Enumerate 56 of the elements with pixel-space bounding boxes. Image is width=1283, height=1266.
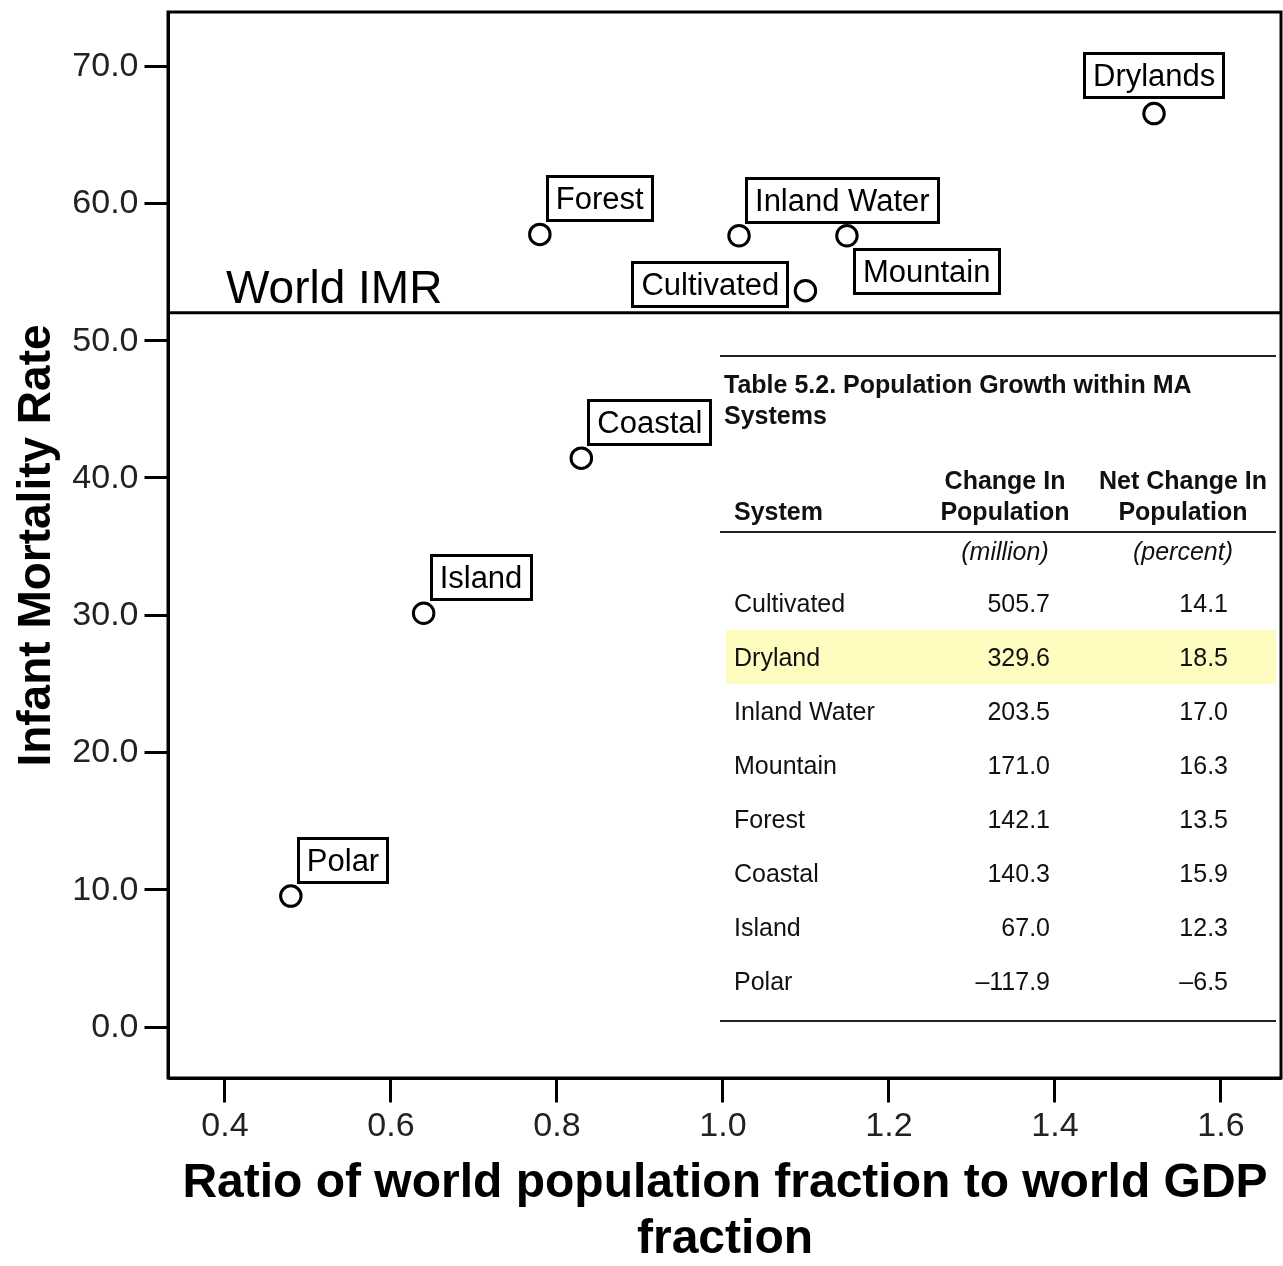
annotation: Drylands <box>1093 57 1216 93</box>
x-tick-label: 1.6 <box>1197 1104 1245 1143</box>
annotation: Polar <box>306 843 380 879</box>
text: Table 5.2. Population Growth within MA Systems <box>723 369 1192 431</box>
x-tick-label: 1.4 <box>1031 1104 1079 1143</box>
x-tick-label: 0.6 <box>367 1104 415 1143</box>
data-label: –6.5 <box>1178 965 1229 997</box>
ref-line-label: World IMR <box>226 260 443 313</box>
data-label: 171.0 <box>986 749 1051 781</box>
data-label: 12.3 <box>1178 911 1229 943</box>
data-label: 140.3 <box>986 857 1051 889</box>
data-label: 16.3 <box>1178 749 1229 781</box>
y-tick-label: 40.0 <box>72 456 139 495</box>
x-tick-label: 1.2 <box>865 1104 913 1143</box>
annotation: Coastal <box>597 405 703 441</box>
text: Net Change In Population <box>1090 465 1276 532</box>
annotation: (percent) <box>1131 536 1234 567</box>
x-tick-label: 1.0 <box>699 1104 747 1143</box>
data-label: 17.0 <box>1178 695 1229 727</box>
category-label: Island <box>733 911 802 943</box>
y-tick-label: 50.0 <box>72 319 139 358</box>
category-label: Dryland <box>733 641 822 673</box>
annotation: Mountain <box>862 253 991 289</box>
data-label: 13.5 <box>1178 803 1229 835</box>
text: System <box>720 465 920 532</box>
y-tick-label: 70.0 <box>72 45 139 84</box>
annotation: (million) <box>960 536 1050 567</box>
x-tick-label: 0.4 <box>201 1104 249 1143</box>
category-label: Inland Water <box>733 695 876 727</box>
data-label: 15.9 <box>1178 857 1229 889</box>
data-label: 142.1 <box>986 803 1051 835</box>
x-axis-title: Ratio of world population fraction to world GDP fraction <box>182 1153 1268 1263</box>
x-tick-label: 0.8 <box>533 1104 581 1143</box>
category-label: Coastal <box>733 857 820 889</box>
data-label: 505.7 <box>986 587 1051 619</box>
category-label: Forest <box>733 803 806 835</box>
category-label: Polar <box>733 965 794 997</box>
y-tick-label: 60.0 <box>72 182 139 221</box>
category-label: Mountain <box>733 749 838 781</box>
category-label: Cultivated <box>733 587 847 619</box>
y-axis-title: Infant Mortality Rate <box>8 324 61 767</box>
data-label: 67.0 <box>1000 911 1051 943</box>
data-label: 18.5 <box>1178 641 1229 673</box>
y-tick-label: 0.0 <box>91 1006 139 1045</box>
data-label: 329.6 <box>986 641 1051 673</box>
y-tick-label: 30.0 <box>72 594 139 633</box>
data-label: –117.9 <box>974 965 1051 997</box>
y-tick-label: 20.0 <box>72 731 139 770</box>
series-label: Change In Population <box>920 465 1090 532</box>
annotation: Forest <box>555 181 644 217</box>
annotation: Island <box>439 560 523 596</box>
data-label: 14.1 <box>1178 587 1229 619</box>
y-tick-label: 10.0 <box>72 868 139 907</box>
annotation: Cultivated <box>641 267 780 303</box>
annotation: Inland Water <box>755 182 930 218</box>
data-label: 203.5 <box>986 695 1051 727</box>
